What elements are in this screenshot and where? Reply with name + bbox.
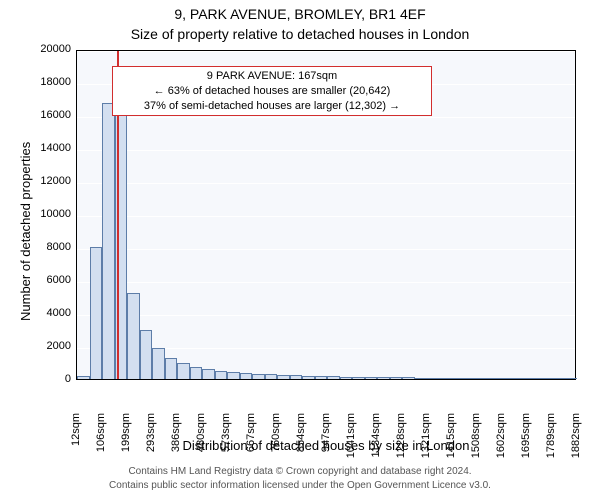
histogram-bar (127, 293, 140, 379)
x-tick-label: 1695sqm (520, 413, 532, 468)
x-tick-label: 1602sqm (495, 413, 507, 468)
histogram-bar (265, 374, 278, 379)
histogram-bar (177, 363, 190, 380)
gridline (77, 216, 575, 217)
x-tick-label: 106sqm (95, 413, 107, 468)
histogram-bar (340, 377, 353, 379)
x-tick-label: 947sqm (320, 413, 332, 468)
gridline (77, 150, 575, 151)
histogram-bar (190, 367, 203, 379)
histogram-bar (502, 378, 515, 379)
histogram-bar (240, 373, 253, 379)
gridline (77, 183, 575, 184)
chart-title-line1: 9, PARK AVENUE, BROMLEY, BR1 4EF (0, 6, 600, 22)
histogram-bar (515, 378, 528, 379)
gridline (77, 117, 575, 118)
y-tick-label: 4000 (31, 307, 71, 319)
histogram-bar (165, 358, 178, 379)
x-tick-label: 480sqm (195, 413, 207, 468)
histogram-bar (315, 376, 328, 379)
histogram-bar (477, 378, 490, 379)
histogram-bar (327, 376, 340, 379)
y-tick-label: 12000 (31, 175, 71, 187)
annotation-line: 9 PARK AVENUE: 167sqm (117, 69, 427, 84)
histogram-bar (415, 378, 428, 379)
x-tick-label: 1134sqm (370, 413, 382, 468)
y-axis-label: Number of detached properties (18, 141, 33, 320)
histogram-bar (102, 103, 115, 379)
x-tick-label: 386sqm (170, 413, 182, 468)
histogram-bar (402, 377, 415, 379)
histogram-bar (490, 378, 503, 379)
histogram-bar (202, 369, 215, 379)
histogram-bar (252, 374, 265, 379)
histogram-bar (277, 375, 290, 379)
annotation-line: 37% of semi-detached houses are larger (… (117, 99, 427, 114)
x-tick-label: 1228sqm (395, 413, 407, 468)
y-tick-label: 2000 (31, 340, 71, 352)
annotation-box: 9 PARK AVENUE: 167sqm← 63% of detached h… (112, 66, 432, 116)
histogram-bar (452, 378, 465, 379)
y-tick-label: 6000 (31, 274, 71, 286)
y-tick-label: 10000 (31, 208, 71, 220)
histogram-bar (302, 376, 315, 379)
x-tick-label: 854sqm (295, 413, 307, 468)
histogram-bar (565, 378, 578, 379)
x-tick-label: 12sqm (70, 413, 82, 468)
histogram-bar (377, 377, 390, 379)
y-tick-label: 16000 (31, 109, 71, 121)
y-tick-label: 18000 (31, 76, 71, 88)
histogram-bar (427, 378, 440, 379)
annotation-line: ← 63% of detached houses are smaller (20… (117, 84, 427, 99)
gridline (77, 51, 575, 52)
histogram-bar (527, 378, 540, 379)
histogram-bar (440, 378, 453, 379)
y-tick-label: 20000 (31, 43, 71, 55)
footer-line2: Contains public sector information licen… (0, 480, 600, 491)
x-tick-label: 1508sqm (470, 413, 482, 468)
histogram-bar (365, 377, 378, 379)
gridline (77, 315, 575, 316)
histogram-bar (390, 377, 403, 379)
histogram-bar (227, 372, 240, 379)
y-tick-label: 14000 (31, 142, 71, 154)
histogram-bar (215, 371, 228, 379)
histogram-bar (540, 378, 553, 379)
histogram-bar (140, 330, 153, 380)
histogram-bar (90, 247, 103, 379)
histogram-bar (552, 378, 565, 379)
chart-title-line2: Size of property relative to detached ho… (0, 26, 600, 42)
histogram-bar (115, 107, 128, 379)
x-tick-label: 1321sqm (420, 413, 432, 468)
plot-area: 9 PARK AVENUE: 167sqm← 63% of detached h… (76, 50, 576, 380)
x-tick-label: 1789sqm (545, 413, 557, 468)
x-tick-label: 1415sqm (445, 413, 457, 468)
x-tick-label: 1882sqm (570, 413, 582, 468)
x-tick-label: 293sqm (145, 413, 157, 468)
histogram-bar (352, 377, 365, 379)
y-tick-label: 0 (31, 373, 71, 385)
histogram-bar (290, 375, 303, 379)
gridline (77, 282, 575, 283)
y-tick-label: 8000 (31, 241, 71, 253)
histogram-bar (77, 376, 90, 379)
histogram-bar (152, 348, 165, 379)
gridline (77, 249, 575, 250)
x-tick-label: 199sqm (120, 413, 132, 468)
x-tick-label: 573sqm (220, 413, 232, 468)
x-tick-label: 667sqm (245, 413, 257, 468)
x-tick-label: 760sqm (270, 413, 282, 468)
histogram-bar (465, 378, 478, 379)
x-tick-label: 1041sqm (345, 413, 357, 468)
